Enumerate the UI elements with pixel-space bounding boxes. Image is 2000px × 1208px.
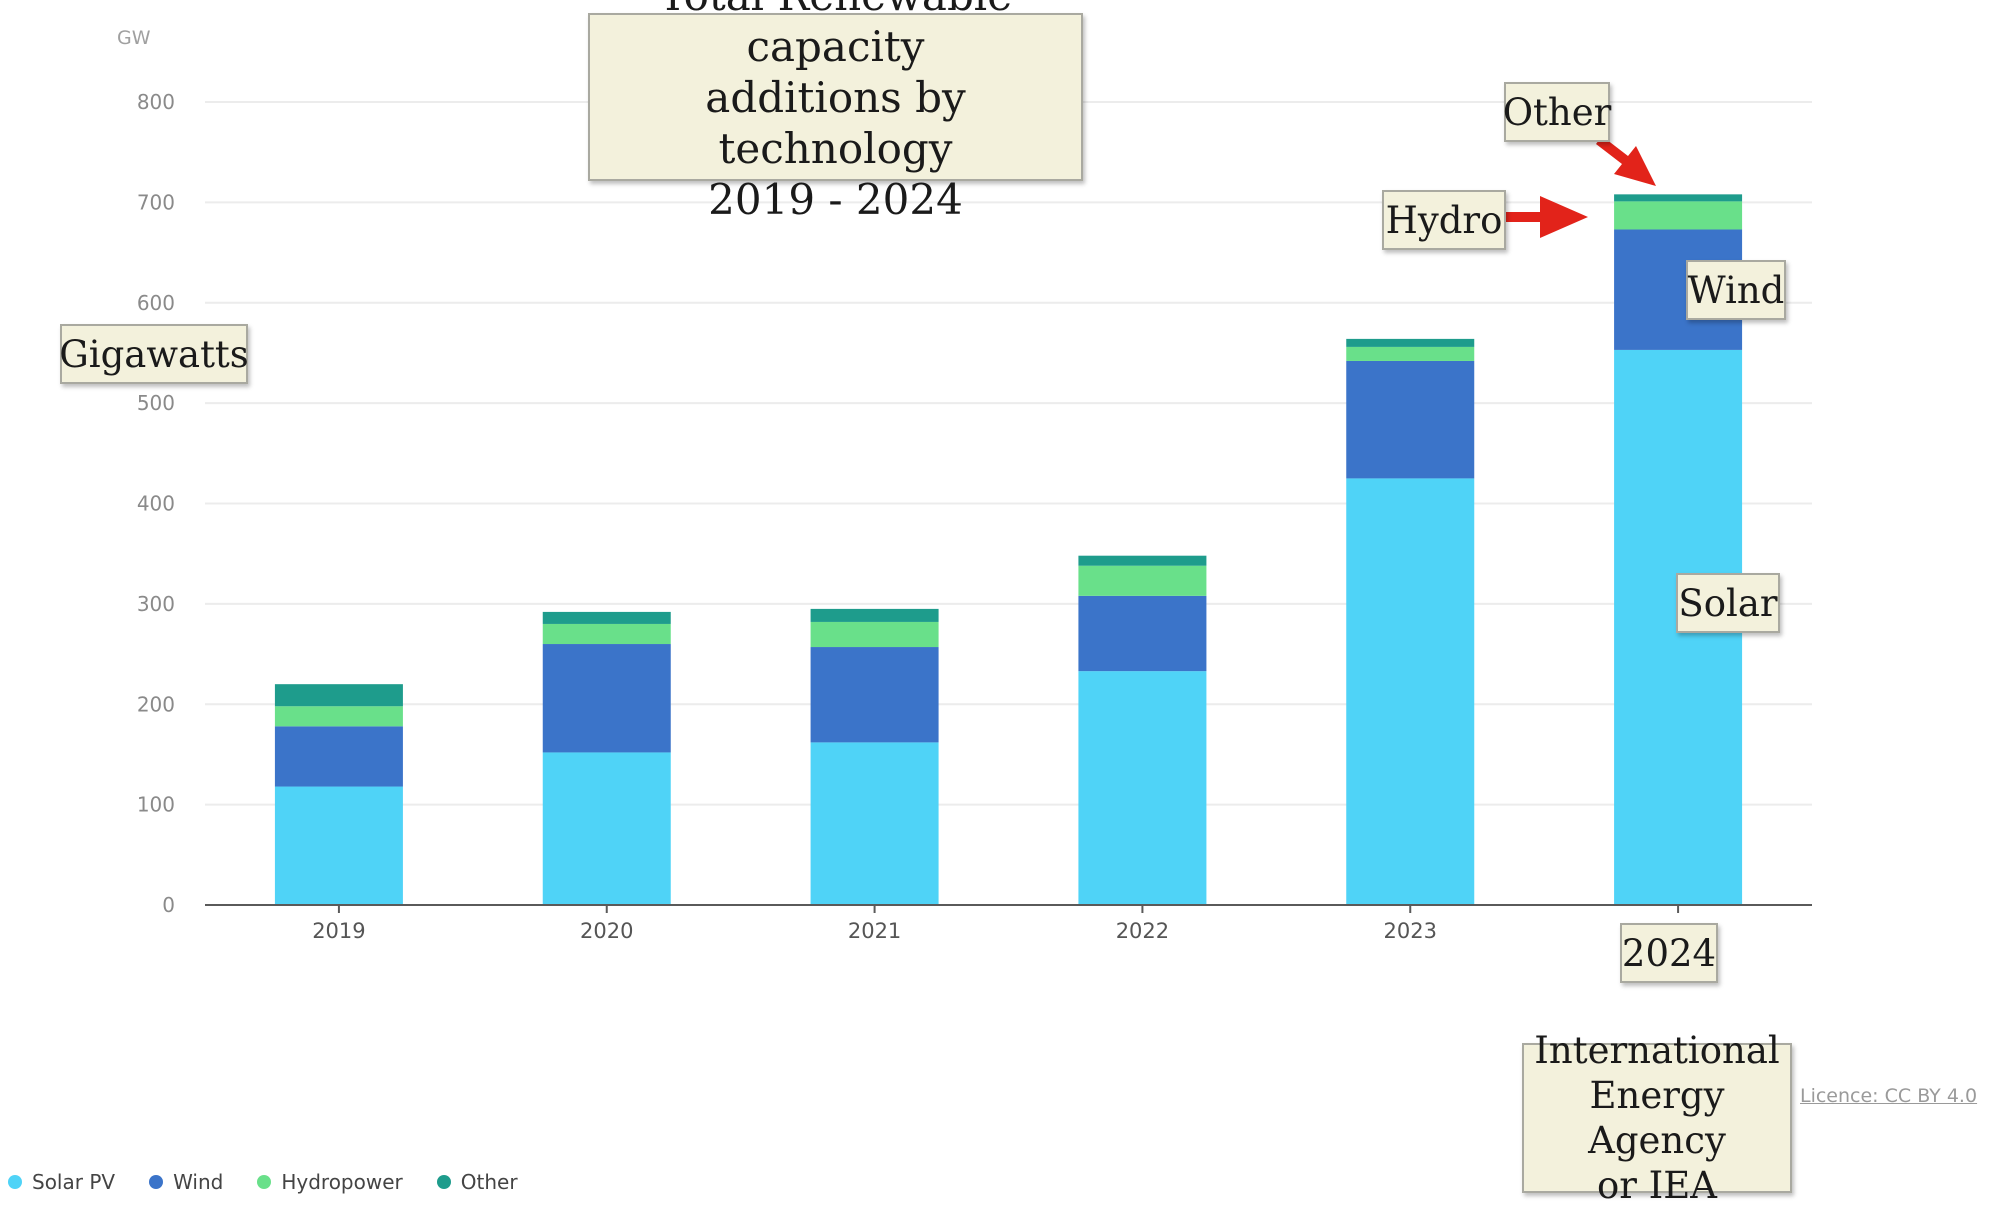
other-arrow (1596, 136, 1656, 186)
legend-swatch (8, 1175, 22, 1189)
bar-segment-solar-pv[interactable] (1346, 478, 1475, 905)
legend-item[interactable]: Solar PV (8, 1170, 115, 1194)
hydro-callout: Hydro (1382, 190, 1506, 250)
wind-callout: Wind (1686, 260, 1786, 320)
y-axis-label: Gigawatts (59, 324, 249, 384)
bar-segment-other[interactable] (1078, 555, 1207, 566)
legend: Solar PV Wind Hydropower Other (8, 1170, 518, 1194)
year-2024-callout: 2024 (1620, 923, 1718, 983)
y-tick-label: 800 (137, 90, 175, 114)
bar-segment-wind[interactable] (274, 726, 403, 787)
y-axis-ticks: 0 100 200 300 400 500 600 700 800 (137, 90, 175, 917)
chart-title: Total Renewable capacity additions by te… (588, 0, 1083, 224)
y-tick-label: 500 (137, 391, 175, 415)
legend-item[interactable]: Wind (149, 1170, 223, 1194)
x-tick-label: 2023 (1384, 919, 1437, 943)
bar-segment-other[interactable] (810, 608, 939, 622)
legend-label: Other (460, 1170, 518, 1194)
x-axis-ticks: 2019 2020 2021 2022 2023 (312, 905, 1680, 943)
legend-label: Solar PV (32, 1170, 116, 1194)
legend-item[interactable]: Hydropower (257, 1170, 403, 1194)
bar-segment-other[interactable] (1614, 194, 1743, 202)
x-tick-label: 2021 (848, 919, 901, 943)
bar-segment-hydropower[interactable] (542, 623, 671, 645)
legend-label: Hydropower (281, 1170, 403, 1194)
bar-segment-wind[interactable] (1346, 360, 1475, 479)
bar-segment-solar-pv[interactable] (810, 742, 939, 905)
legend-swatch (257, 1175, 272, 1189)
y-tick-label: 600 (137, 291, 175, 315)
legend-label: Wind (173, 1170, 224, 1194)
bar-segment-solar-pv[interactable] (542, 752, 671, 905)
hydro-arrow (1505, 196, 1588, 238)
source-box: International Energy Agency or IEA (1522, 1029, 1792, 1207)
y-tick-label: 100 (137, 793, 175, 817)
x-tick-label: 2019 (312, 919, 365, 943)
legend-item[interactable]: Other (436, 1170, 518, 1194)
bar-segment-other[interactable] (542, 611, 671, 624)
bar-segment-hydropower[interactable] (1078, 565, 1207, 596)
legend-swatch (149, 1175, 164, 1189)
bar-segment-other[interactable] (1346, 338, 1475, 347)
bar-segment-wind[interactable] (542, 644, 671, 753)
callout-arrows (1505, 136, 1656, 238)
x-tick-label: 2020 (580, 919, 633, 943)
licence-link[interactable]: Licence: CC BY 4.0 (1800, 1085, 1978, 1107)
bar-segment-wind[interactable] (810, 647, 939, 743)
bar-segment-hydropower[interactable] (1614, 201, 1743, 230)
bars (274, 194, 1743, 905)
y-tick-label: 0 (162, 893, 175, 917)
unit-label: GW (117, 27, 151, 49)
solar-callout: Solar (1676, 573, 1780, 633)
bar-segment-hydropower[interactable] (810, 621, 939, 648)
y-tick-label: 700 (137, 190, 175, 214)
bar-segment-other[interactable] (274, 684, 403, 707)
legend-swatch (436, 1175, 451, 1189)
bar-segment-hydropower[interactable] (274, 706, 403, 727)
bar-segment-hydropower[interactable] (1346, 346, 1475, 361)
bar-segment-solar-pv[interactable] (274, 786, 403, 905)
x-tick-label: 2022 (1116, 919, 1169, 943)
other-callout: Other (1503, 82, 1611, 142)
gridlines (205, 101, 1812, 806)
bar-segment-solar-pv[interactable] (1078, 671, 1207, 905)
y-tick-label: 200 (137, 692, 175, 716)
bar-segment-wind[interactable] (1078, 595, 1207, 672)
y-tick-label: 300 (137, 592, 175, 616)
y-tick-label: 400 (137, 492, 175, 516)
